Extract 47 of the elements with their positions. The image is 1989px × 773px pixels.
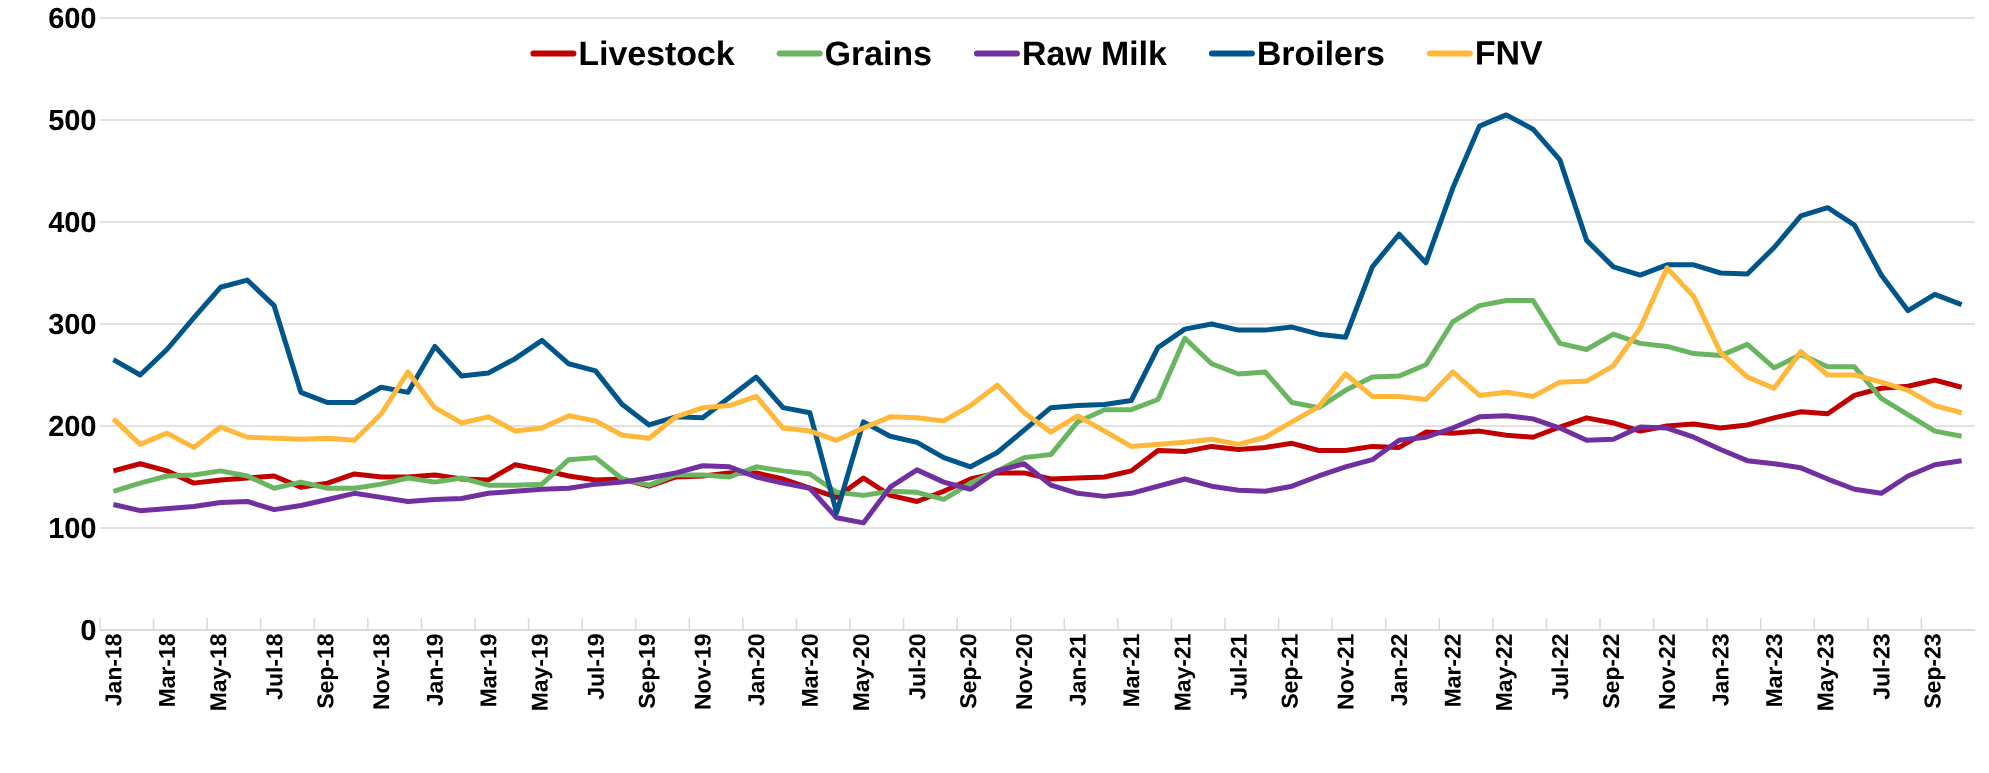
legend-label: FNV — [1477, 41, 1543, 65]
x-tick-label: Sep-22 — [1603, 634, 1624, 709]
x-tick-label: May-19 — [531, 634, 553, 710]
y-tick-label: 100 — [50, 517, 96, 539]
x-tick-label: Mar-22 — [1444, 634, 1461, 706]
x-tick-label: Jan-19 — [426, 634, 443, 706]
x-tick-label: Mar-18 — [158, 634, 176, 706]
x-tick-label: Nov-18 — [373, 634, 390, 709]
legend-label: Broilers — [1259, 40, 1384, 66]
y-tick-label: 200 — [49, 415, 96, 437]
x-tick-label: Mar-23 — [1765, 634, 1783, 706]
x-tick-label: Mar-19 — [480, 634, 497, 706]
x-tick-label: Jul-21 — [1229, 634, 1247, 700]
x-tick-label: Nov-22 — [1658, 634, 1676, 709]
x-tick-label: May-23 — [1817, 634, 1839, 710]
x-tick-label: Sep-19 — [638, 634, 660, 709]
x-tick-label: Nov-20 — [1016, 634, 1033, 709]
x-tick-label: Jul-23 — [1872, 634, 1890, 700]
x-tick-label: Sep-18 — [317, 634, 339, 709]
y-tick-label: 600 — [49, 7, 96, 29]
x-tick-label: Mar-21 — [1123, 634, 1140, 706]
x-tick-label: Jan-22 — [1391, 634, 1408, 706]
x-tick-label: Jan-18 — [105, 634, 122, 706]
x-tick-label: Sep-20 — [960, 634, 981, 709]
x-tick-label: May-20 — [853, 634, 874, 710]
x-tick-label: Jul-22 — [1551, 634, 1569, 700]
x-tick-label: Jul-18 — [265, 634, 283, 700]
x-tick-label: Jan-20 — [748, 634, 765, 706]
x-tick-label: Sep-21 — [1281, 634, 1303, 709]
legend-label: Raw Milk — [1024, 40, 1167, 66]
x-tick-label: May-21 — [1174, 634, 1196, 710]
x-tick-label: May-18 — [210, 634, 231, 710]
legend-label: Livestock — [580, 40, 735, 66]
legend-label: Grains — [826, 40, 931, 66]
y-tick-label: 400 — [48, 211, 96, 233]
y-tick-label: 300 — [48, 313, 96, 335]
x-tick-label: Sep-23 — [1924, 634, 1946, 709]
x-tick-label: Jul-19 — [587, 634, 604, 700]
x-tick-label: May-22 — [1495, 634, 1517, 710]
y-tick-label: 500 — [49, 109, 96, 131]
x-tick-label: Nov-19 — [694, 634, 711, 709]
x-tick-label: Jul-20 — [908, 634, 926, 700]
x-tick-label: Mar-20 — [801, 634, 818, 706]
x-tick-label: Nov-21 — [1337, 634, 1354, 709]
y-tick-label: 0 — [81, 619, 96, 641]
x-tick-label: Jan-21 — [1069, 634, 1086, 706]
x-tick-label: Jan-23 — [1712, 634, 1729, 706]
